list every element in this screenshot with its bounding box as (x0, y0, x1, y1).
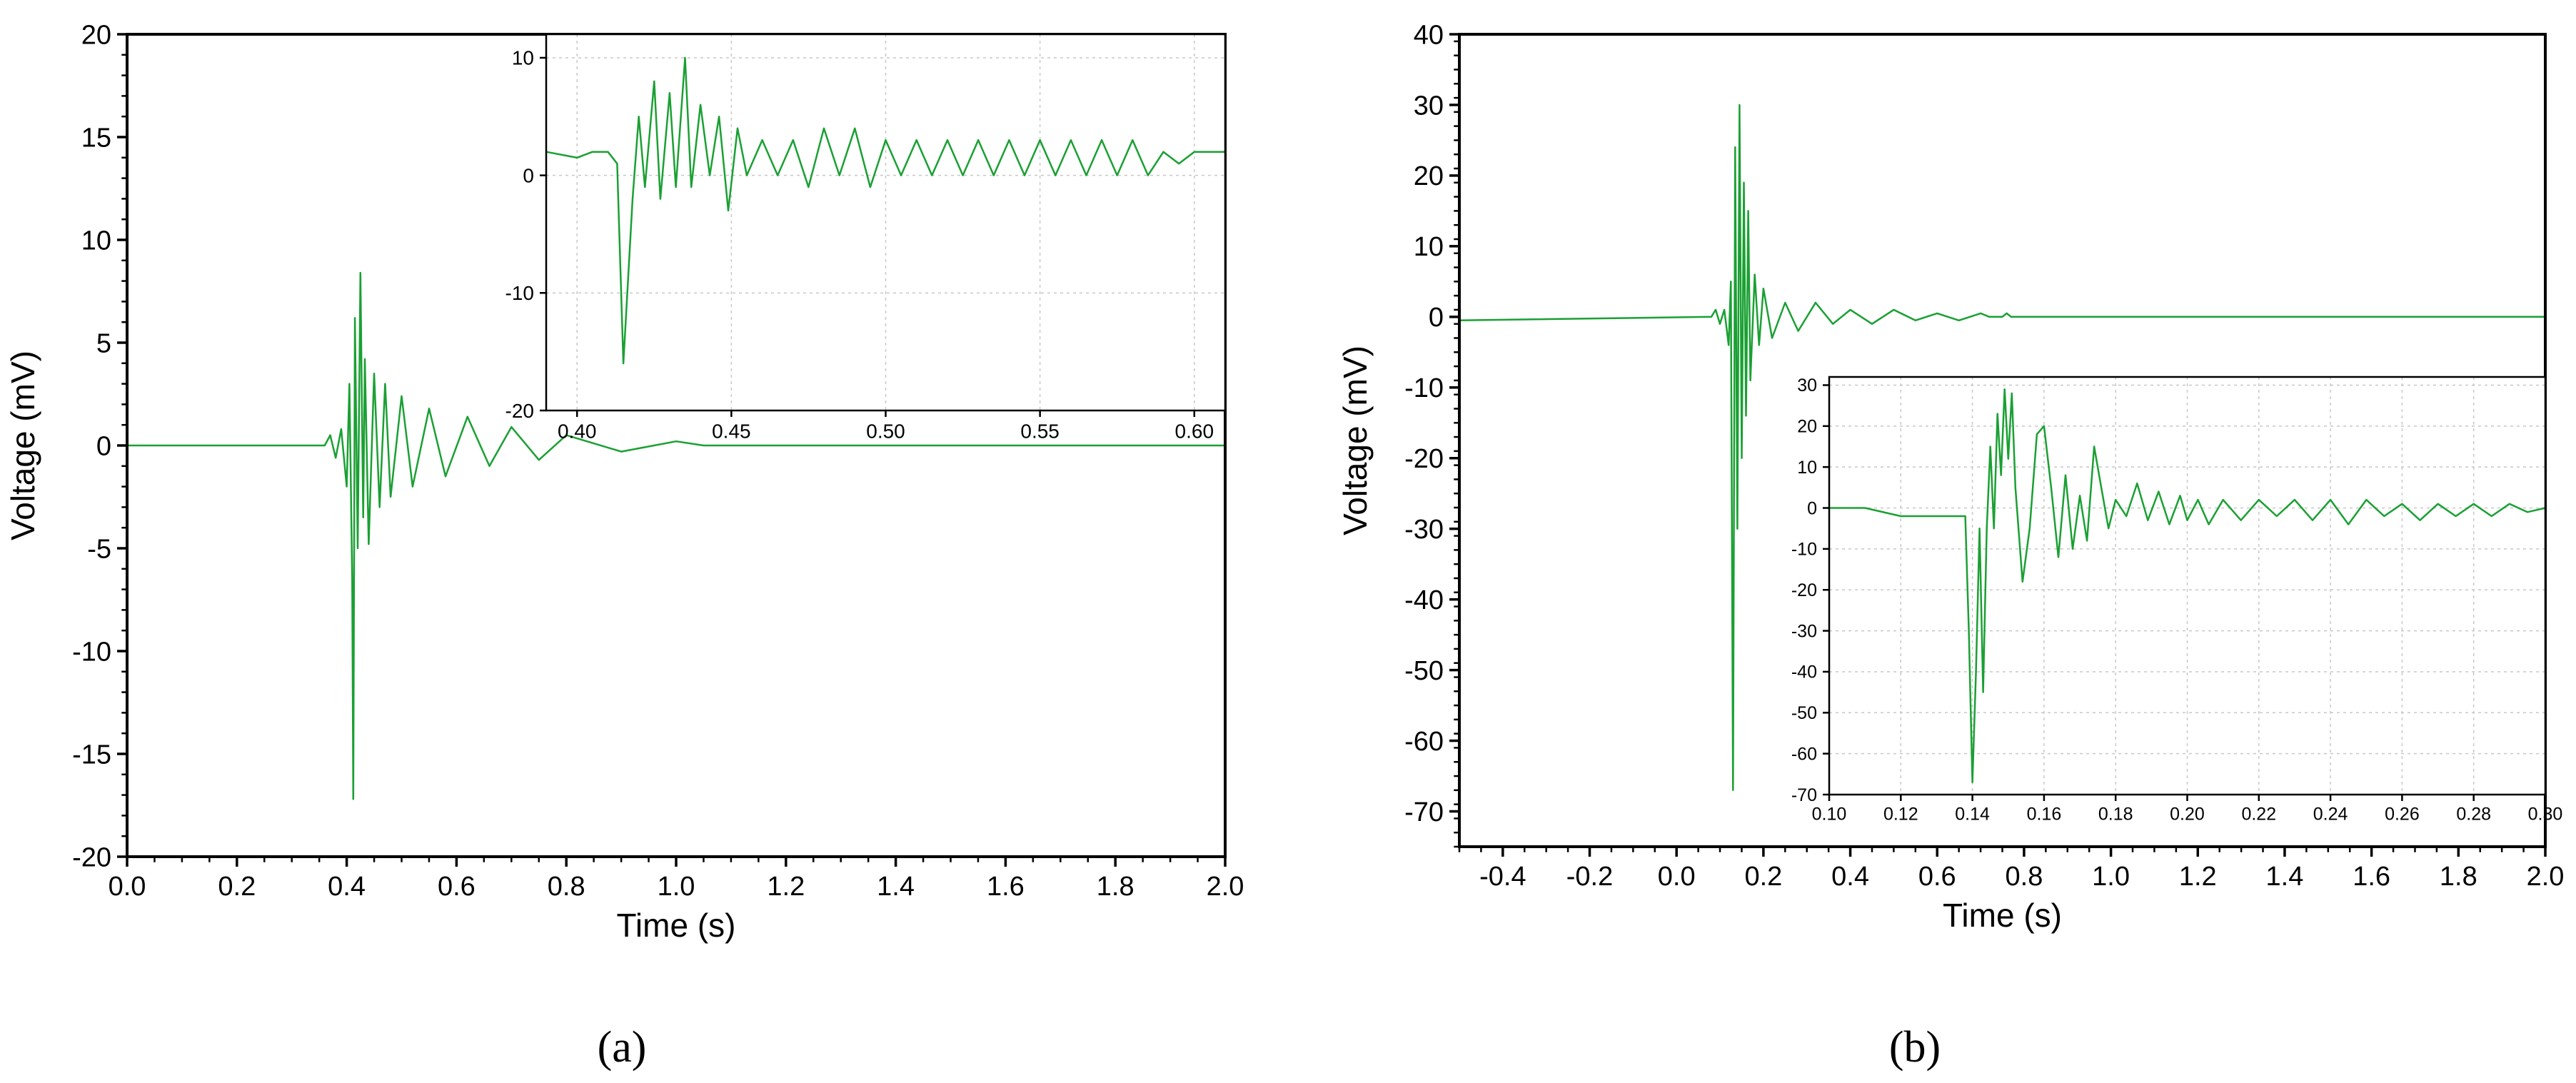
series-line-0 (545, 56, 1225, 365)
tick-label-x: 0.0 (1658, 862, 1696, 892)
tick-label-y: -40 (1404, 585, 1444, 615)
tick-label-x: 2.0 (2527, 862, 2565, 892)
tick-label-y: 20 (81, 20, 111, 50)
tick-label-x: 1.8 (2440, 862, 2477, 892)
tick-label-x: 0.14 (1955, 804, 1990, 824)
x-axis-label: Time (s) (617, 907, 736, 944)
tick-label-x: 0.50 (866, 420, 905, 442)
tick-label-x: 0.2 (1744, 862, 1782, 892)
tick-label-y: -10 (1404, 373, 1444, 403)
tick-label-y: -50 (1404, 656, 1444, 686)
tick-label-x: 1.0 (658, 872, 695, 902)
tick-label-y: 0 (1807, 498, 1817, 518)
tick-label-x: 0.6 (1918, 862, 1956, 892)
tick-label-x: 1.4 (877, 872, 915, 902)
tick-label-x: 1.8 (1097, 872, 1134, 902)
tick-label-x: 0.16 (2027, 804, 2062, 824)
tick-label-x: 0.2 (218, 872, 256, 902)
series-line-0 (127, 271, 1225, 800)
tick-label-x: 0.30 (2528, 804, 2563, 824)
tick-label-y: 30 (1797, 376, 1817, 396)
tick-label-y: 0 (1429, 303, 1444, 333)
x-axis-label: Time (s) (1943, 897, 2062, 934)
tick-label-y: -30 (1791, 621, 1817, 641)
tick-label-y: 20 (1797, 417, 1817, 437)
tick-label-x: 0.24 (2313, 804, 2348, 824)
tick-label-y: -60 (1404, 727, 1444, 757)
tick-label-y: 40 (1414, 20, 1444, 50)
tick-label-y: -20 (1791, 580, 1817, 600)
tick-label-y: -50 (1791, 703, 1817, 723)
tick-label-y: 5 (96, 328, 111, 358)
tick-label-x: 0.4 (328, 872, 366, 902)
tick-label-x: 0.18 (2098, 804, 2133, 824)
tick-label-y: -20 (505, 400, 534, 422)
tick-label-x: 0.8 (548, 872, 585, 902)
tick-label-x: 1.4 (2266, 862, 2304, 892)
tick-label-x: 1.2 (2179, 862, 2217, 892)
tick-label-y: 10 (81, 226, 111, 256)
tick-label-y: 10 (512, 47, 534, 69)
tick-label-x: 1.6 (987, 872, 1025, 902)
tick-label-x: 0.22 (2241, 804, 2276, 824)
tick-label-y: -10 (1791, 540, 1817, 560)
tick-label-y: -10 (72, 637, 111, 667)
tick-label-y: 20 (1414, 161, 1444, 191)
tick-label-x: 0.12 (1883, 804, 1918, 824)
tick-label-y: 0 (523, 164, 534, 186)
tick-label-x: 0.55 (1020, 420, 1060, 442)
tick-label-y: -60 (1791, 744, 1817, 764)
tick-label-x: 0.6 (438, 872, 476, 902)
y-axis-label: Voltage (mV) (4, 351, 41, 540)
tick-label-y: -5 (87, 534, 111, 564)
tick-label-y: 15 (81, 123, 111, 153)
tick-label-y: -40 (1791, 663, 1817, 682)
y-axis-label: Voltage (mV) (1337, 346, 1374, 535)
tick-label-y: -70 (1791, 785, 1817, 805)
tick-label-x: 0.20 (2170, 804, 2205, 824)
tick-label-x: 2.0 (1207, 872, 1244, 902)
tick-label-y: -15 (72, 740, 111, 770)
tick-label-x: 0.28 (2456, 804, 2491, 824)
tick-label-x: 0.0 (109, 872, 146, 902)
tick-label-x: 0.8 (2006, 862, 2043, 892)
series-line-0 (1829, 388, 2546, 784)
chart-a-inset: 0.40 0.45 0.50 0.55 0.60 -20 -10 0 10 (505, 33, 1227, 442)
caption-a: (a) (598, 1023, 647, 1072)
tick-label-x: -0.2 (1566, 862, 1613, 892)
tick-label-x: 0.60 (1175, 420, 1214, 442)
tick-label-y: 10 (1414, 232, 1444, 262)
tick-label-x: 0.4 (1831, 862, 1869, 892)
tick-label-x: 0.45 (712, 420, 751, 442)
tick-label-y: -20 (72, 842, 111, 872)
tick-label-y: 30 (1414, 91, 1444, 121)
tick-label-y: -10 (505, 282, 534, 304)
tick-label-x: 0.26 (2385, 804, 2420, 824)
tick-label-y: 10 (1797, 458, 1817, 478)
tick-label-y: -20 (1404, 444, 1444, 474)
tick-label-x: 1.0 (2092, 862, 2130, 892)
tick-label-x: 1.6 (2353, 862, 2390, 892)
chart-b-inset: 0.10 0.12 0.14 0.16 0.18 0.20 0.22 0.24 0.26 0.28… (1791, 376, 2562, 824)
tick-label-x: 0.10 (1812, 804, 1847, 824)
tick-label-y: 0 (96, 431, 111, 461)
tick-label-x: -0.4 (1479, 862, 1526, 892)
tick-label-x: 0.40 (558, 420, 597, 442)
tick-label-y: -70 (1404, 797, 1444, 827)
series-line-0 (1459, 104, 2545, 792)
tick-label-y: -30 (1404, 515, 1444, 545)
caption-b: (b) (1889, 1023, 1941, 1072)
tick-label-x: 1.2 (767, 872, 805, 902)
